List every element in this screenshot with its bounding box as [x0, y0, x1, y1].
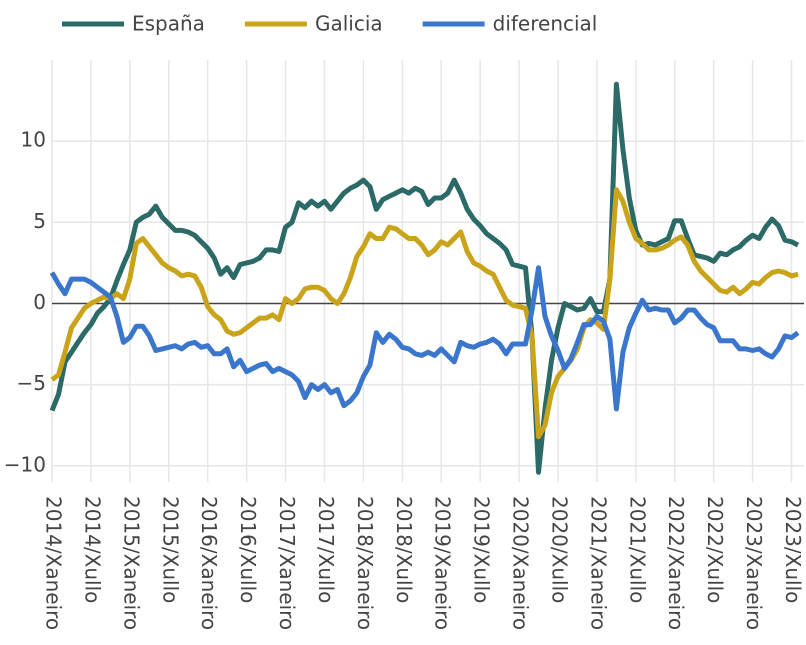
x-tick-label: 2014/Xaneiro: [42, 496, 66, 630]
x-tick-label: 2015/Xullo: [158, 496, 182, 603]
x-tick-label: 2020/Xullo: [547, 496, 571, 603]
x-tick-label: 2016/Xaneiro: [197, 496, 221, 630]
x-tick-label: 2019/Xaneiro: [431, 496, 455, 630]
y-tick-label: −10: [4, 452, 46, 476]
x-tick-label: 2020/Xaneiro: [509, 496, 533, 630]
x-tick-label: 2022/Xullo: [703, 496, 727, 603]
x-tick-label: 2023/Xaneiro: [742, 496, 766, 630]
y-tick-label: 5: [33, 209, 46, 233]
x-tick-label: 2022/Xaneiro: [664, 496, 688, 630]
y-tick-label: −5: [17, 371, 46, 395]
x-tick-label: 2017/Xaneiro: [275, 496, 299, 630]
x-tick-label: 2018/Xaneiro: [353, 496, 377, 630]
x-tick-label: 2016/Xullo: [236, 496, 260, 603]
x-tick-label: 2017/Xullo: [314, 496, 338, 603]
legend-label: España: [132, 12, 205, 36]
y-tick-label: 10: [21, 128, 46, 152]
x-tick-label: 2021/Xaneiro: [586, 496, 610, 630]
x-tick-label: 2018/Xullo: [392, 496, 416, 603]
x-tick-label: 2023/Xullo: [781, 496, 805, 603]
series-line: [49, 81, 800, 475]
x-tick-label: 2019/Xullo: [470, 496, 494, 603]
y-tick-label: 0: [33, 290, 46, 314]
x-tick-label: 2014/Xullo: [80, 496, 104, 603]
series-line: [49, 265, 800, 412]
x-tick-label: 2021/Xullo: [625, 496, 649, 603]
legend-label: diferencial: [493, 12, 598, 36]
x-tick-label: 2015/Xaneiro: [119, 496, 143, 630]
series-line: [50, 187, 799, 440]
legend-label: Galicia: [315, 12, 383, 36]
